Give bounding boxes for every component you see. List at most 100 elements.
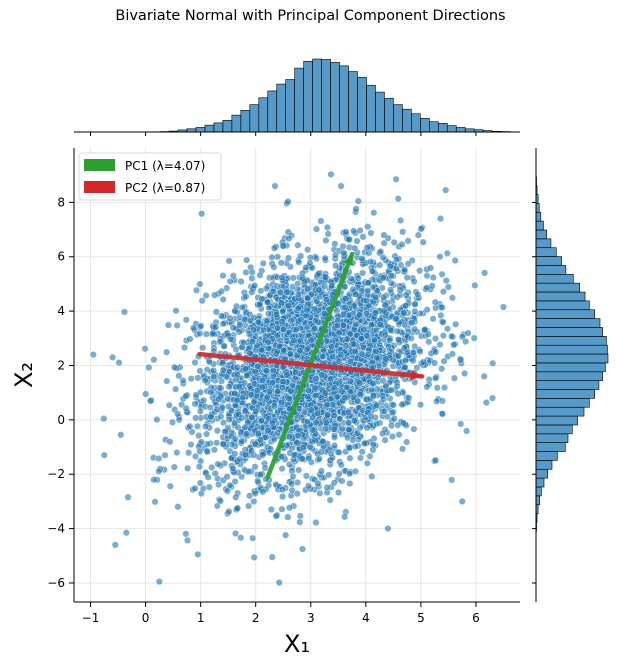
scatter-point [166,482,174,490]
scatter-point [311,324,319,332]
scatter-point [284,513,292,521]
scatter-point [409,357,417,365]
scatter-point [376,320,384,328]
x-tick-label: 1 [197,611,205,625]
scatter-point [251,282,259,290]
scatter-point [464,329,472,337]
scatter-point [240,339,248,347]
scatter-point [265,344,273,352]
scatter-point [236,321,244,329]
scatter-point [343,335,351,343]
scatter-point [432,335,440,343]
y-tick-label: 4 [57,304,65,318]
scatter-point [313,225,321,233]
scatter-point [356,379,364,387]
scatter-point [387,272,395,280]
scatter-point [285,234,293,242]
scatter-point [161,451,169,459]
scatter-point [287,387,295,395]
legend: PC1 (λ=4.07) PC2 (λ=0.87) [78,152,222,201]
scatter-point [341,304,349,312]
scatter-point [196,367,204,375]
scatter-points [89,170,507,587]
scatter-point [258,295,266,303]
scatter-point [155,467,163,475]
scatter-point [499,303,507,311]
scatter-point [290,337,298,345]
scatter-point [304,393,312,401]
scatter-point [312,317,320,325]
scatter-point [399,445,407,453]
marginal-x-bar [411,113,421,133]
scatter-point [304,294,312,302]
scatter-point [285,254,293,262]
scatter-point [275,579,283,587]
scatter-point [124,493,132,501]
scatter-point [356,227,364,235]
scatter-point [254,430,262,438]
legend-swatch-pc2 [84,181,115,193]
scatter-point [163,348,171,356]
scatter-point [423,383,431,391]
scatter-point [373,401,381,409]
scatter-point [444,325,452,333]
x-axis-label: X₁ [284,630,310,658]
scatter-point [386,262,394,270]
marginal-y-bar [535,238,552,249]
scatter-point [390,238,398,246]
scatter-point [380,239,388,247]
scatter-point [214,460,222,468]
marginal-y-bar [535,336,607,346]
scatter-point [199,344,207,352]
scatter-point [250,398,258,406]
y-tick-label: −6 [47,576,65,590]
scatter-point [231,419,239,427]
scatter-point [364,373,372,381]
scatter-point [178,401,186,409]
scatter-point [268,379,276,387]
scatter-point [235,383,243,391]
scatter-point [330,425,338,433]
scatter-point [256,471,264,479]
scatter-point [315,270,323,278]
scatter-point [283,371,291,379]
scatter-point [243,256,251,264]
marginal-x-bar [195,127,206,133]
scatter-point [115,359,123,367]
marginal-x-bar [455,127,466,133]
scatter-point [394,336,402,344]
scatter-point [357,454,365,462]
scatter-point [170,463,178,471]
scatter-point [250,498,258,506]
marginal-x-bar [231,114,242,133]
marginal-y-bar [535,442,566,452]
marginal-y-bar [535,468,549,479]
scatter-point [155,578,163,586]
scatter-point [296,518,304,526]
scatter-point [202,330,210,338]
scatter-point [436,253,444,261]
scatter-point [261,464,269,472]
scatter-point [187,441,195,449]
scatter-point [324,230,332,238]
marginal-x-bar [366,84,376,133]
scatter-point [245,468,253,476]
scatter-point [304,418,312,426]
scatter-point [297,252,305,260]
marginal-x-bar [258,97,269,133]
scatter-point [270,402,278,410]
scatter-point [151,498,159,506]
scatter-point [305,482,313,490]
scatter-point [304,246,312,254]
scatter-point [322,425,330,433]
scatter-point [395,431,403,439]
scatter-point [417,225,425,233]
scatter-point [349,340,357,348]
scatter-point [331,433,339,441]
scatter-point [231,389,239,397]
scatter-point [251,489,259,497]
scatter-point [394,195,402,203]
marginal-y-bar [535,362,606,373]
scatter-point [381,407,389,415]
scatter-point [351,244,359,252]
